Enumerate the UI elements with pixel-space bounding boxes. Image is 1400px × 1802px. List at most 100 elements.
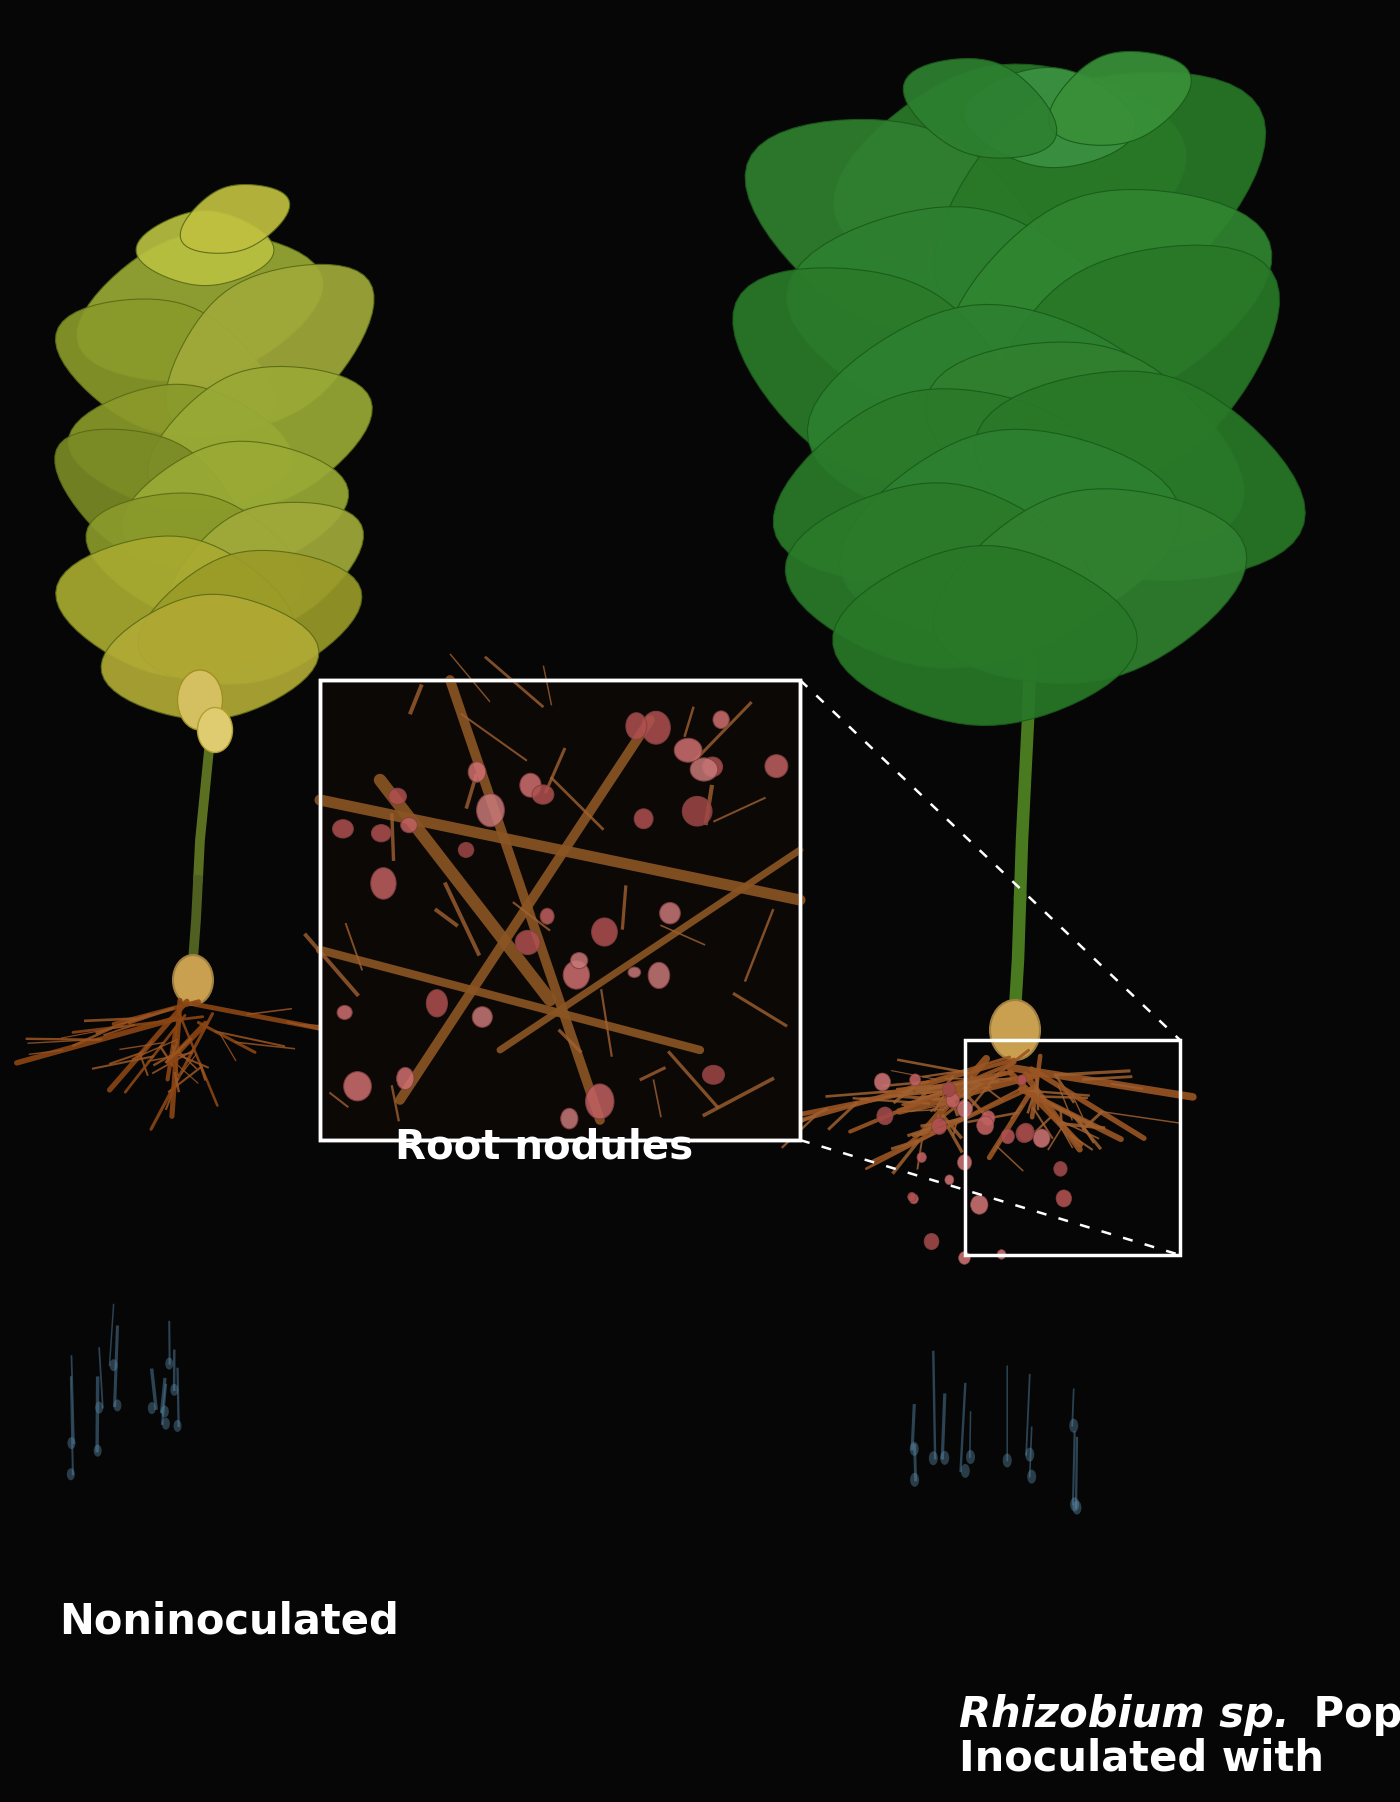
- Ellipse shape: [958, 1101, 973, 1117]
- Ellipse shape: [1054, 1162, 1067, 1177]
- Text: Pop5: Pop5: [1299, 1694, 1400, 1735]
- Ellipse shape: [942, 1083, 956, 1097]
- Ellipse shape: [960, 1463, 970, 1478]
- Polygon shape: [925, 342, 1245, 551]
- Ellipse shape: [540, 908, 554, 924]
- Bar: [321, 679, 799, 1141]
- Ellipse shape: [563, 960, 589, 989]
- Ellipse shape: [197, 708, 232, 753]
- Ellipse shape: [532, 786, 554, 804]
- Ellipse shape: [990, 1000, 1040, 1060]
- Ellipse shape: [997, 1249, 1005, 1260]
- Ellipse shape: [371, 869, 396, 899]
- Polygon shape: [101, 595, 319, 719]
- Ellipse shape: [592, 917, 617, 946]
- Ellipse shape: [981, 1110, 995, 1126]
- Ellipse shape: [703, 1065, 724, 1085]
- Polygon shape: [85, 494, 304, 622]
- Polygon shape: [122, 441, 349, 573]
- Ellipse shape: [928, 1451, 938, 1465]
- Ellipse shape: [174, 1420, 182, 1433]
- Ellipse shape: [161, 1406, 169, 1418]
- Polygon shape: [965, 67, 1135, 168]
- Ellipse shape: [171, 1384, 178, 1397]
- Ellipse shape: [472, 1007, 493, 1027]
- Ellipse shape: [1033, 1128, 1050, 1148]
- Ellipse shape: [94, 1445, 102, 1456]
- Ellipse shape: [910, 1472, 920, 1487]
- Ellipse shape: [113, 1400, 122, 1411]
- Ellipse shape: [1002, 1454, 1012, 1467]
- Polygon shape: [55, 429, 245, 569]
- Polygon shape: [77, 232, 323, 382]
- Polygon shape: [139, 550, 363, 685]
- Polygon shape: [834, 65, 1186, 287]
- Ellipse shape: [682, 796, 713, 825]
- Ellipse shape: [1018, 1123, 1035, 1142]
- Polygon shape: [745, 119, 1056, 335]
- Polygon shape: [833, 546, 1137, 726]
- Ellipse shape: [874, 1072, 890, 1090]
- Ellipse shape: [561, 1108, 578, 1128]
- Polygon shape: [840, 429, 1180, 642]
- Ellipse shape: [713, 712, 729, 728]
- Ellipse shape: [675, 739, 701, 762]
- Polygon shape: [181, 184, 290, 254]
- Text: Root nodules: Root nodules: [395, 1128, 693, 1168]
- Ellipse shape: [476, 793, 504, 827]
- Ellipse shape: [67, 1436, 76, 1449]
- Ellipse shape: [458, 843, 473, 858]
- Polygon shape: [974, 371, 1305, 580]
- Polygon shape: [934, 488, 1247, 683]
- Ellipse shape: [162, 1418, 169, 1429]
- Ellipse shape: [519, 773, 540, 796]
- Ellipse shape: [910, 1442, 918, 1456]
- Ellipse shape: [917, 1151, 927, 1162]
- Ellipse shape: [165, 1357, 174, 1370]
- Polygon shape: [1049, 52, 1191, 146]
- Ellipse shape: [95, 1402, 104, 1413]
- Ellipse shape: [1018, 1074, 1026, 1085]
- Ellipse shape: [945, 1175, 953, 1184]
- Ellipse shape: [174, 955, 213, 1006]
- Bar: [321, 679, 799, 1141]
- Ellipse shape: [333, 820, 353, 838]
- Ellipse shape: [648, 962, 669, 989]
- Polygon shape: [136, 211, 274, 285]
- Polygon shape: [56, 535, 294, 678]
- Ellipse shape: [641, 712, 671, 744]
- Polygon shape: [785, 483, 1095, 669]
- Ellipse shape: [924, 1233, 939, 1249]
- Ellipse shape: [148, 1402, 155, 1415]
- Ellipse shape: [109, 1359, 118, 1371]
- Ellipse shape: [1070, 1418, 1078, 1433]
- Polygon shape: [147, 366, 372, 508]
- Ellipse shape: [690, 759, 718, 780]
- Polygon shape: [934, 72, 1266, 324]
- Ellipse shape: [585, 1085, 615, 1119]
- Ellipse shape: [396, 1067, 414, 1090]
- Ellipse shape: [343, 1072, 371, 1101]
- Ellipse shape: [1072, 1501, 1081, 1515]
- Ellipse shape: [966, 1451, 974, 1463]
- Ellipse shape: [959, 1252, 970, 1265]
- Ellipse shape: [946, 1094, 959, 1108]
- Ellipse shape: [958, 1155, 972, 1169]
- Ellipse shape: [1028, 1470, 1036, 1483]
- Bar: [965, 1040, 1180, 1254]
- Polygon shape: [69, 384, 291, 510]
- Polygon shape: [165, 265, 374, 434]
- Ellipse shape: [337, 1006, 353, 1020]
- Polygon shape: [808, 305, 1162, 524]
- Text: Rhizobium sp.: Rhizobium sp.: [959, 1694, 1289, 1735]
- Ellipse shape: [907, 1193, 916, 1202]
- Ellipse shape: [659, 903, 680, 924]
- Polygon shape: [980, 245, 1280, 492]
- Ellipse shape: [977, 1115, 994, 1135]
- Ellipse shape: [1070, 1497, 1079, 1512]
- Ellipse shape: [427, 989, 448, 1016]
- Polygon shape: [167, 503, 364, 634]
- Polygon shape: [56, 299, 274, 436]
- Ellipse shape: [389, 787, 406, 804]
- Ellipse shape: [67, 1469, 74, 1479]
